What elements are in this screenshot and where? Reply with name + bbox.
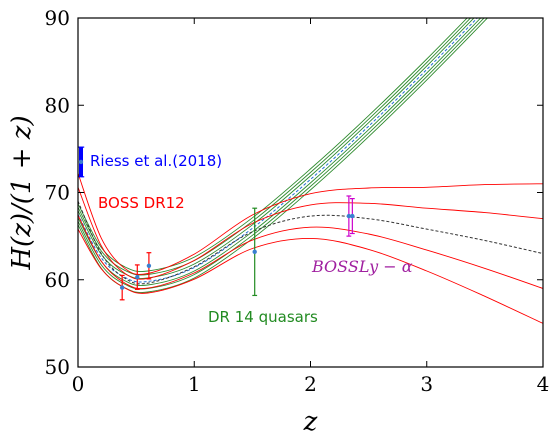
- reconstruction-curve-4: [78, 173, 543, 275]
- x-tick-label: 0: [72, 372, 85, 396]
- data-point: [78, 159, 84, 165]
- x-axis-label: z: [303, 407, 318, 437]
- y-tick-label: 70: [45, 181, 70, 205]
- lcdm-band-curve-3: [78, 18, 478, 283]
- lcdm-band-curve-5: [78, 18, 472, 276]
- lcdm-band-curve-0: [78, 18, 489, 293]
- data-point: [252, 249, 257, 255]
- data-points-layer: [77, 146, 355, 301]
- lcdm-band-curve-2: [78, 18, 482, 286]
- lcdm-band-curve-1: [78, 18, 485, 290]
- lcdm-band-curve-6: [78, 18, 468, 273]
- annotation-riess: Riess et al.(2018): [90, 152, 222, 170]
- x-tick-label: 4: [537, 372, 550, 396]
- data-point: [346, 213, 352, 219]
- reconstruction-curve-1: [78, 214, 543, 290]
- data-point: [146, 263, 152, 268]
- reconstruction-curve-0: [78, 228, 543, 324]
- y-tick-label: 80: [45, 93, 70, 117]
- y-tick-label: 60: [45, 268, 70, 292]
- x-tick-label: 1: [188, 372, 201, 396]
- ticks-layer: 0 1 2 3 4 50 60 70 80 90: [45, 6, 550, 396]
- data-point: [135, 274, 140, 280]
- annotation-dr14: DR 14 quasars: [208, 308, 318, 326]
- data-point: [350, 213, 355, 219]
- annotations-layer: Riess et al.(2018) BOSS DR12 DR 14 quasars…: [90, 152, 413, 326]
- x-tick-label: 2: [304, 372, 317, 396]
- data-point: [119, 285, 125, 290]
- annotation-lya: BOSSLy − α: [311, 257, 413, 276]
- annotation-boss: BOSS DR12: [98, 194, 185, 212]
- y-tick-label: 90: [45, 6, 70, 30]
- x-tick-label: 3: [420, 372, 433, 396]
- lcdm-band-curve-4: [78, 18, 475, 279]
- reconstruction-curve-2: [78, 200, 543, 285]
- y-axis-label: H(z)/(1 + z): [7, 115, 37, 270]
- y-tick-label: 50: [45, 355, 70, 379]
- reconstruction-curve-3: [78, 187, 543, 280]
